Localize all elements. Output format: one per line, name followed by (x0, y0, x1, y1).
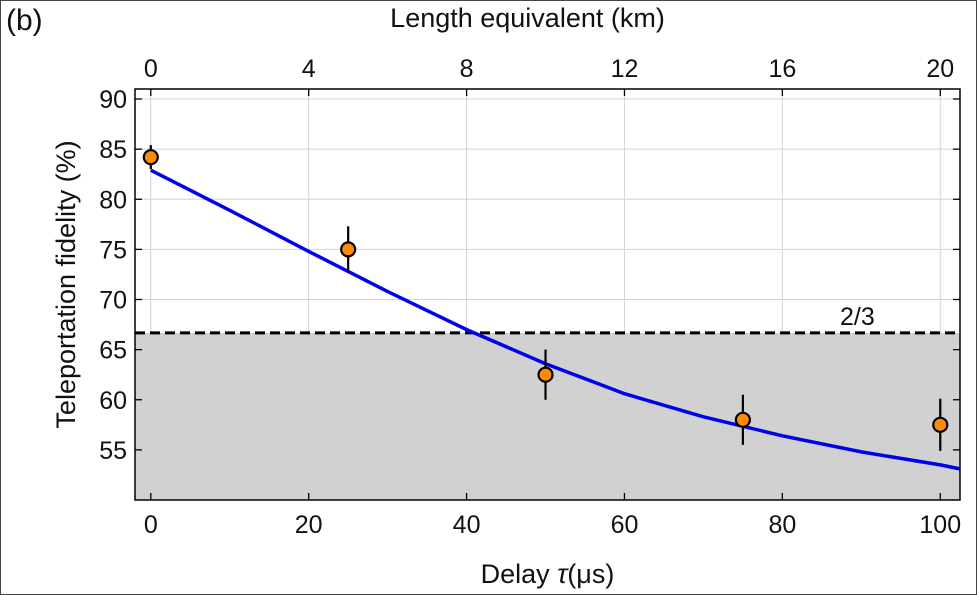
x-axis-label-prefix: Delay (481, 559, 558, 589)
y-tick-label: 70 (99, 287, 127, 315)
y-tick-label: 55 (99, 437, 127, 465)
x-tick-label: 20 (295, 511, 323, 539)
data-points (142, 145, 949, 451)
x-tick-label: 0 (144, 511, 158, 539)
x-tick-label: 40 (453, 511, 481, 539)
data-point (932, 416, 949, 433)
top-x-axis-label: Length equivalent (km) (390, 3, 665, 33)
x-axis-label-symbol: τ (557, 559, 569, 589)
top-x-tick-label: 0 (144, 55, 158, 83)
y-tick-label: 75 (99, 236, 127, 264)
y-axis-label: Teleportation fidelity (%) (51, 140, 81, 428)
x-axis-label: Delay τ(μs) (481, 559, 615, 589)
y-tick-label: 80 (99, 186, 127, 214)
below-threshold-region (135, 332, 960, 500)
x-tick-label: 80 (768, 511, 796, 539)
y-tick-label: 90 (99, 86, 127, 114)
y-tick-label: 65 (99, 337, 127, 365)
panel-label: (b) (6, 4, 43, 37)
plot-border (134, 88, 961, 501)
data-point (142, 149, 159, 166)
top-x-tick-label: 12 (611, 55, 639, 83)
data-point (340, 241, 357, 258)
fit-curve (150, 168, 961, 471)
top-x-tick-label: 4 (302, 55, 316, 83)
threshold-label: 2/3 (840, 303, 875, 331)
top-x-tick-label: 16 (768, 55, 796, 83)
top-x-tick-label: 8 (460, 55, 474, 83)
x-tick-label: 100 (919, 511, 961, 539)
x-tick-label: 60 (611, 511, 639, 539)
top-x-tick-label: 20 (926, 55, 954, 83)
y-tick-label: 60 (99, 387, 127, 415)
data-point (537, 366, 554, 383)
y-tick-label: 85 (99, 136, 127, 164)
data-point (734, 411, 751, 428)
axis-ticks: 0 20 40 60 80 100 0 4 8 12 16 20 55 60 65 70 75 80 85 90 (99, 55, 961, 539)
x-axis-label-suffix: (μs) (567, 559, 614, 589)
